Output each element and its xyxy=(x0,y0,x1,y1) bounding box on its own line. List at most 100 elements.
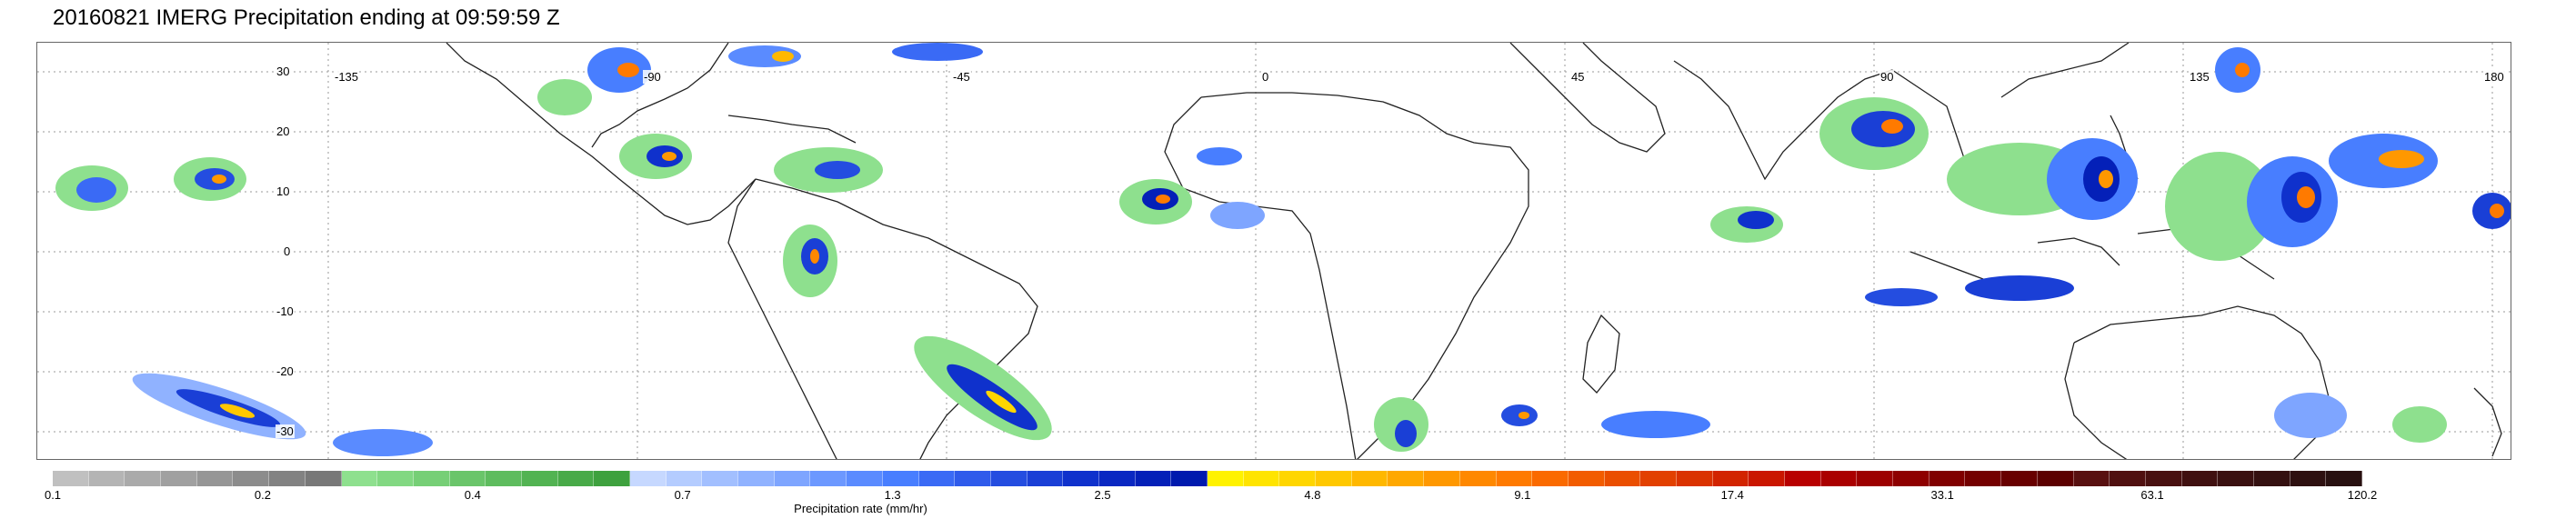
lat-label-30n: 30 xyxy=(276,65,291,78)
lon-label-90e: 90 xyxy=(1879,70,1895,84)
colorbar-caption: Precipitation rate (mm/hr) xyxy=(794,502,927,515)
colorbar-segment xyxy=(918,471,956,486)
colorbar-tick-label: 17.4 xyxy=(1720,488,1744,502)
colorbar-segment xyxy=(269,471,306,486)
colorbar-tick-label: 4.8 xyxy=(1304,488,1321,502)
colorbar-segment xyxy=(1496,471,1533,486)
colorbar-segment xyxy=(196,471,234,486)
colorbar-segment xyxy=(125,471,162,486)
colorbar-segment xyxy=(1965,471,2002,486)
colorbar-segment xyxy=(2290,471,2327,486)
lon-label-180: 180 xyxy=(2483,70,2505,84)
colorbar-segment xyxy=(882,471,919,486)
coast-africa xyxy=(1164,92,1529,459)
colorbar-segment xyxy=(521,471,558,486)
colorbar-segment xyxy=(486,471,522,486)
colorbar-segment xyxy=(990,471,1027,486)
colorbar-segment xyxy=(88,471,125,486)
colorbar-segment xyxy=(2073,471,2110,486)
lat-label-30s: -30 xyxy=(276,424,295,438)
lon-label-135w: -135 xyxy=(334,70,360,84)
colorbar-segment xyxy=(1351,471,1388,486)
map-canvas xyxy=(37,43,2511,459)
colorbar-segment xyxy=(847,471,883,486)
coast-central-america xyxy=(446,43,757,225)
colorbar-segment xyxy=(1929,471,1966,486)
colorbar-segment xyxy=(2253,471,2290,486)
colorbar-segment xyxy=(1424,471,1460,486)
colorbar-segment xyxy=(377,471,414,486)
colorbar-tick-label: 1.3 xyxy=(884,488,901,502)
precipitation-map[interactable]: 30 20 10 0 -10 -20 -30 -135 -90 -45 0 45… xyxy=(36,42,2511,460)
colorbar-segment xyxy=(161,471,197,486)
lat-label-20n: 20 xyxy=(276,125,291,138)
lat-label-0: 0 xyxy=(283,245,292,258)
lon-label-135e: 135 xyxy=(2189,70,2210,84)
colorbar-segment xyxy=(1098,471,1136,486)
colorbar-segment xyxy=(1459,471,1497,486)
colorbar-segment xyxy=(2218,471,2254,486)
precip-clusters xyxy=(55,43,2511,456)
colorbar-segment xyxy=(2145,471,2182,486)
colorbar-segment xyxy=(1171,471,1208,486)
colorbar-segment xyxy=(738,471,775,486)
lon-label-90w: -90 xyxy=(643,70,662,84)
colorbar-tick-label: 0.7 xyxy=(674,488,691,502)
colorbar-tick-label: 2.5 xyxy=(1094,488,1111,502)
lon-label-0: 0 xyxy=(1261,70,1270,84)
lat-label-20s: -20 xyxy=(276,364,295,378)
coast-india xyxy=(1673,60,1893,181)
colorbar-segment xyxy=(233,471,270,486)
colorbar-segment xyxy=(2037,471,2074,486)
colorbar-segment xyxy=(1712,471,1749,486)
colorbar-segment xyxy=(810,471,847,486)
colorbar-segment xyxy=(1640,471,1677,486)
colorbar-segment xyxy=(1208,471,1244,486)
colorbar-segment xyxy=(1676,471,1713,486)
colorbar-segment xyxy=(1243,471,1280,486)
coastlines xyxy=(446,43,2502,459)
colorbar-segment xyxy=(449,471,486,486)
colorbar-segment xyxy=(955,471,991,486)
coast-australia xyxy=(2064,305,2330,459)
colorbar-tick-label: 120.2 xyxy=(2347,488,2378,502)
map-title: 20160821 IMERG Precipitation ending at 0… xyxy=(53,5,560,30)
coast-new-zealand xyxy=(2473,387,2502,457)
colorbar-segment xyxy=(2001,471,2038,486)
colorbar-segment xyxy=(1279,471,1317,486)
lat-label-10s: -10 xyxy=(276,304,295,318)
colorbar-tick-label: 9.1 xyxy=(1514,488,1531,502)
colorbar-segment xyxy=(341,471,378,486)
coast-gulf-mexico xyxy=(591,43,729,148)
graticule xyxy=(37,43,2511,459)
colorbar-segment xyxy=(53,471,89,486)
colorbar-segment xyxy=(557,471,595,486)
precipitation-colorbar xyxy=(53,471,2362,486)
colorbar-segment xyxy=(594,471,630,486)
colorbar-tick-label: 63.1 xyxy=(2140,488,2164,502)
colorbar-segment xyxy=(1785,471,1821,486)
colorbar-segment xyxy=(1749,471,1785,486)
lon-label-45w: -45 xyxy=(952,70,971,84)
colorbar-caption-row: Precipitation rate (mm/hr) xyxy=(0,502,2576,515)
colorbar-segment xyxy=(666,471,703,486)
coast-south-america xyxy=(727,178,1038,459)
colorbar-tick-label: 0.4 xyxy=(464,488,481,502)
colorbar-segment xyxy=(2110,471,2146,486)
lon-label-45e: 45 xyxy=(1570,70,1586,84)
colorbar-segment xyxy=(1388,471,1425,486)
coast-arabia xyxy=(1509,43,1666,153)
colorbar-segment xyxy=(1568,471,1605,486)
colorbar-segment xyxy=(1532,471,1569,486)
colorbar-tick-label: 0.1 xyxy=(44,488,62,502)
colorbar-segment xyxy=(1604,471,1641,486)
colorbar-segment xyxy=(630,471,667,486)
colorbar-segment xyxy=(1063,471,1099,486)
colorbar-segment xyxy=(1316,471,1352,486)
colorbar-segment xyxy=(1857,471,1894,486)
colorbar-segment xyxy=(2181,471,2219,486)
colorbar-segment xyxy=(1820,471,1858,486)
colorbar-segment xyxy=(1027,471,1064,486)
colorbar-tick-label: 33.1 xyxy=(1930,488,1954,502)
lat-label-10n: 10 xyxy=(276,185,291,198)
